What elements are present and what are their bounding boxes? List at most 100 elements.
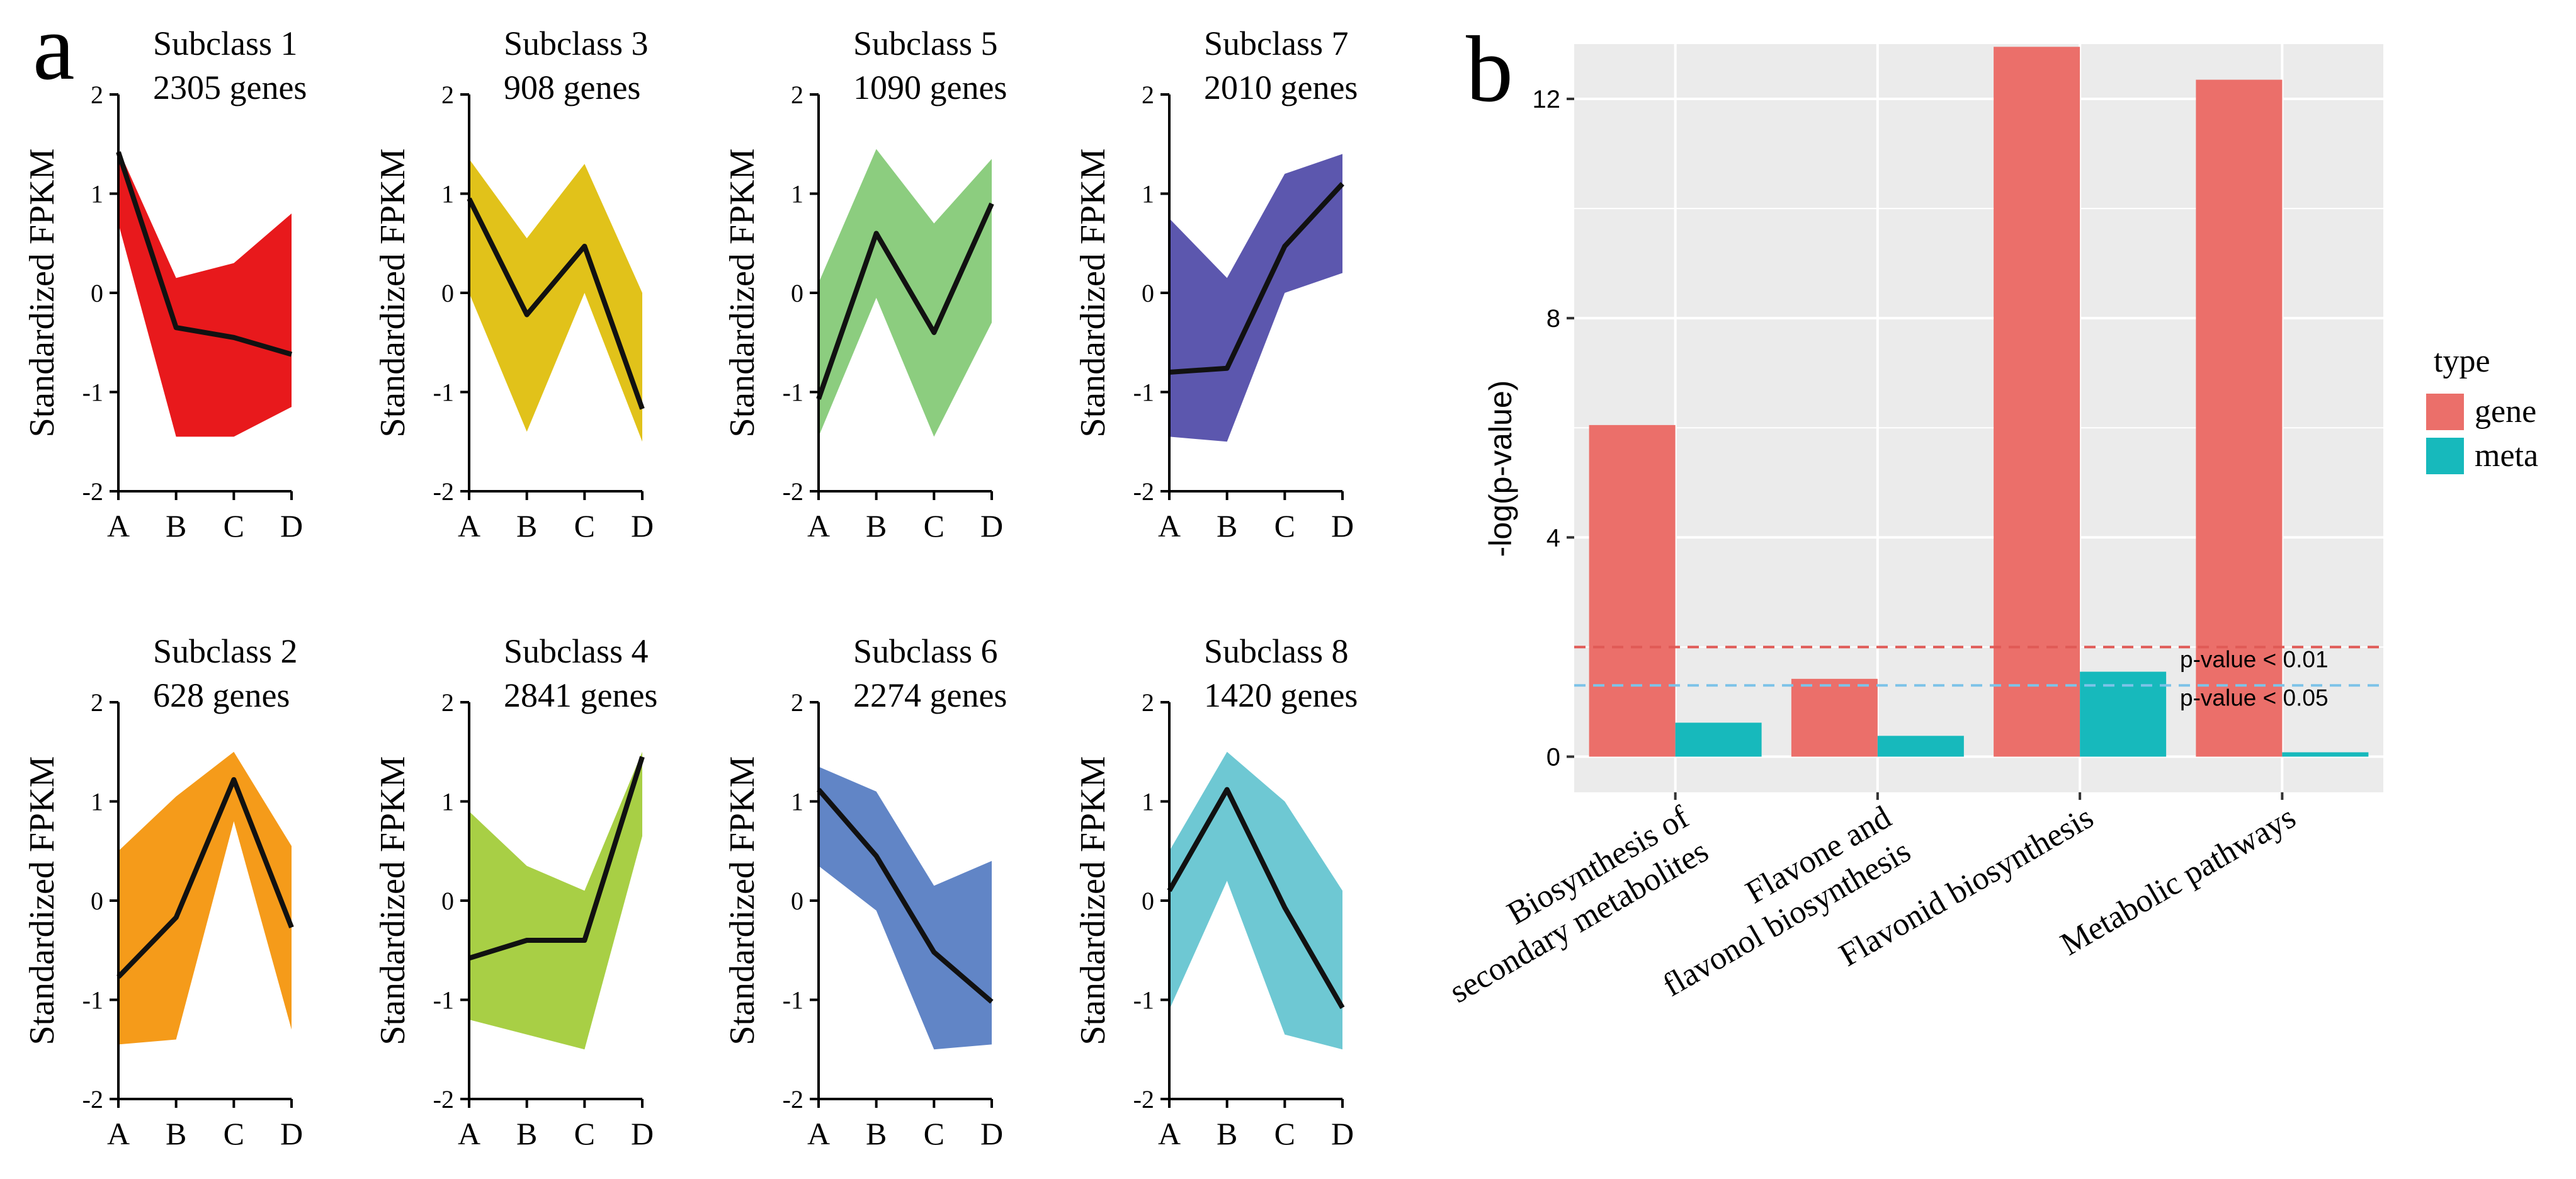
subclass-title: Subclass 4 [504,632,649,670]
x-tick-label: B [516,1116,537,1151]
y-tick-label: 0 [91,279,103,307]
y-axis-label: -log(p-value) [1483,380,1518,557]
subclass-chart-4: -2 -1 0 1 2 A B C D Subclass 7 2010 genes Standardi… [1074,25,1358,544]
y-tick-label: -2 [433,1085,454,1114]
y-tick-label: -2 [82,477,103,506]
y-tick-label: 0 [441,887,454,915]
x-tick-label: C [924,1116,945,1151]
y-axis-label: Standardized FPKM [373,149,412,438]
bar-meta [2282,752,2369,757]
mean-line [467,197,645,410]
subclass-chart-1: -2 -1 0 1 2 A B C D Subclass 1 2305 genes Standardi… [23,25,307,544]
y-tick-label: -2 [82,1085,103,1114]
x-tick-label: B [516,508,537,544]
x-tick-label: D [631,1116,654,1151]
x-tick-label: B [866,508,887,544]
subclass-chart-3: -2 -1 0 1 2 A B C D Subclass 5 1090 genes Standardi… [723,25,1007,544]
y-axis-label: Standardized FPKM [1074,756,1113,1045]
x-tick-label: D [1331,508,1354,544]
y-tick-label: -1 [1133,986,1154,1015]
y-tick-label: 2 [91,688,103,717]
y-tick-label: 1 [1142,788,1154,816]
expression-band [118,149,292,437]
y-tick-label: 1 [91,788,103,816]
x-tick-label: B [1217,508,1237,544]
x-tick-label: A [807,508,830,544]
y-tick-label: 2 [441,81,454,109]
y-tick-label: 1 [791,180,803,208]
subclass-chart-2: -2 -1 0 1 2 A B C D Subclass 3 908 genes Standardiz… [373,25,654,544]
y-tick-label: 1 [441,180,454,208]
x-tick-label: B [166,508,186,544]
x-tick-label: A [807,1116,830,1151]
y-tick-label: -1 [783,379,803,407]
mean-line [468,756,645,961]
y-tick-label: 2 [91,81,103,109]
legend-label-meta: meta [2475,438,2538,474]
y-tick-label: -2 [433,477,454,506]
x-tick-label: A [1158,508,1181,544]
y-axis-label: Standardized FPKM [23,756,62,1045]
legend-label-gene: gene [2475,394,2536,430]
x-tick-label: D [980,508,1003,544]
x-tick-label: C [1274,508,1295,544]
bar-gene [1791,678,1878,757]
reference-line-label: p-value < 0.01 [2180,646,2329,672]
y-tick-label: -1 [783,986,803,1015]
panel-b: p-value < 0.01 p-value < 0.05 0 4 8 12 -log(p-… [1444,44,2538,1010]
x-tick-label: D [280,1116,303,1151]
mean-line [816,787,994,1004]
y-tick-label: -1 [82,986,103,1015]
x-tick-label: D [980,1116,1003,1151]
subclass-title: Subclass 2 [153,632,298,670]
bar-gene [1994,47,2080,757]
x-tick-label: C [1274,1116,1295,1151]
legend-swatch-meta [2426,438,2464,474]
y-tick-label: -2 [1133,1085,1154,1114]
reference-line-label: p-value < 0.05 [2180,685,2329,710]
y-tick-label: 0 [791,887,803,915]
subclass-title: Subclass 7 [1204,25,1349,62]
y-tick-label: -1 [433,986,454,1015]
y-tick-label: -2 [1133,477,1154,506]
x-tick-label: C [224,1116,244,1151]
x-tick-label: B [866,1116,887,1151]
gene-count: 2010 genes [1204,69,1358,106]
x-tick-label: D [280,508,303,544]
bar-meta [1877,736,1964,757]
expression-band [819,149,992,437]
y-tick-label: 0 [1142,279,1154,307]
mean-line [1169,182,1344,375]
y-axis-label: Standardized FPKM [23,149,62,438]
gene-count: 2841 genes [504,676,657,714]
gene-count: 2305 genes [153,69,307,106]
subclass-title: Subclass 3 [504,25,649,62]
bar-meta [1675,722,1762,757]
y-tick-label: -1 [82,379,103,407]
expression-band [118,751,292,1045]
x-tick-label: C [574,1116,595,1151]
x-tick-label: D [1331,1116,1354,1151]
subclass-chart-6: -2 -1 0 1 2 A B C D Subclass 4 2841 genes Standardi… [373,632,657,1151]
y-axis-label: Standardized FPKM [1074,149,1113,438]
y-tick-label: 2 [791,688,803,717]
y-tick-label: 2 [1142,81,1154,109]
x-tick-label: C [924,508,945,544]
subclass-title: Subclass 8 [1204,632,1349,670]
subclass-title: Subclass 5 [853,25,998,62]
subclass-title: Subclass 6 [853,632,998,670]
expression-band [469,751,642,1050]
y-tick-label: 12 [1533,86,1561,113]
legend-title: type [2434,343,2490,379]
y-tick-label: 1 [1142,180,1154,208]
x-tick-label: A [107,1116,130,1151]
expression-band [1169,154,1342,442]
y-tick-label: 0 [791,279,803,307]
x-tick-label: A [1158,1116,1181,1151]
subclass-chart-5: -2 -1 0 1 2 A B C D Subclass 2 628 genes Standardiz… [23,632,303,1151]
x-tick-label: A [458,508,480,544]
y-tick-label: -1 [1133,379,1154,407]
subclass-title: Subclass 1 [153,25,298,62]
